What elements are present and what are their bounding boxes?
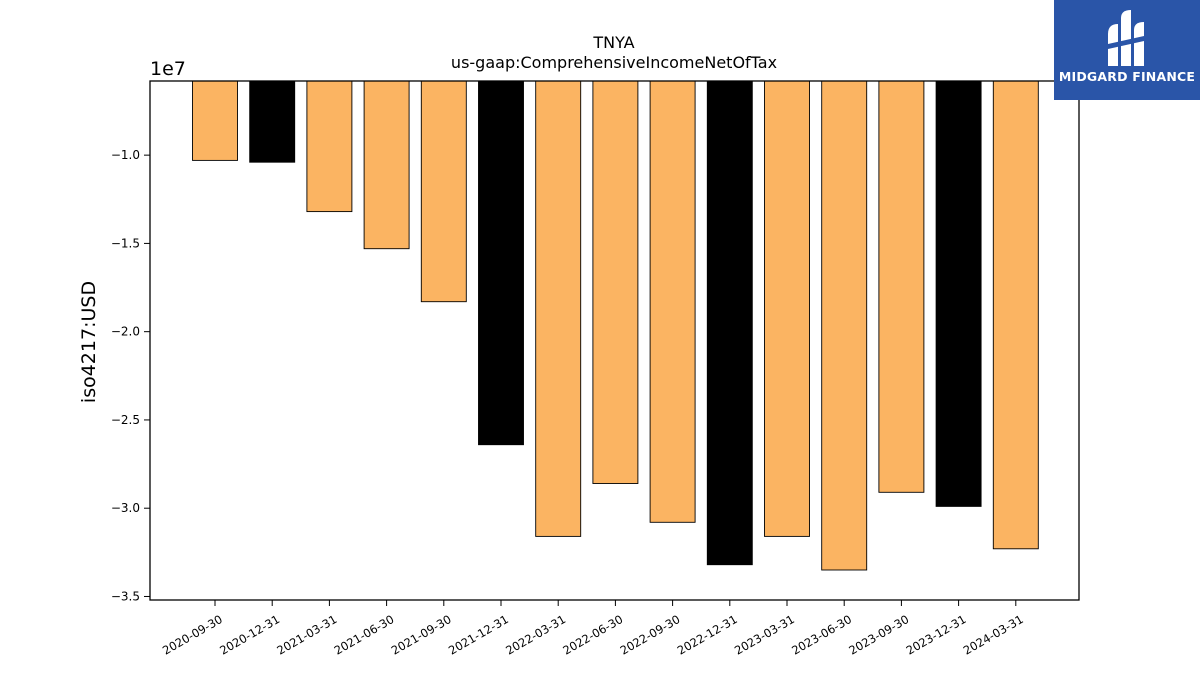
y-tick-label: −3.5: [111, 589, 140, 603]
bars-group: [192, 80, 1039, 571]
logo-text: MIDGARD FINANCE: [1058, 69, 1196, 84]
bar-2023-12-31: [935, 80, 982, 507]
bar-2022-06-30: [592, 80, 639, 484]
x-tick-label: 2020-12-31: [217, 612, 282, 658]
x-tick-label: 2022-03-31: [503, 612, 568, 658]
bar-2020-12-31: [249, 80, 296, 163]
bar-2021-03-31: [306, 80, 353, 213]
y-tick-label: −2.0: [111, 325, 140, 339]
x-tick-label: 2021-09-30: [389, 612, 454, 658]
bar-2023-03-31: [764, 80, 810, 537]
bar-2022-09-30: [649, 80, 696, 523]
x-tick-label: 2023-03-31: [732, 612, 797, 658]
y-tick-label: −3.0: [111, 501, 140, 515]
bar-2020-09-30: [192, 80, 238, 161]
midgard-logo-icon: [1108, 10, 1144, 66]
chart-subtitle: us-gaap:ComprehensiveIncomeNetOfTax: [451, 53, 777, 72]
midgard-finance-logo: MIDGARD FINANCE: [1054, 0, 1200, 100]
x-tick-label: 2022-09-30: [618, 612, 683, 658]
bar-2021-06-30: [363, 80, 410, 250]
x-tick-label: 2023-12-31: [904, 612, 969, 658]
bar-2022-12-31: [706, 80, 753, 566]
x-axis-ticks: 2020-09-302020-12-312021-03-312021-06-30…: [160, 600, 1026, 658]
bar-2023-09-30: [878, 80, 925, 493]
x-tick-label: 2024-03-31: [961, 612, 1026, 658]
x-tick-label: 2021-06-30: [332, 612, 397, 658]
x-tick-label: 2023-09-30: [846, 612, 911, 658]
bar-2022-03-31: [535, 80, 582, 537]
y-tick-label: −1.5: [111, 236, 140, 250]
x-tick-label: 2021-03-31: [274, 612, 339, 658]
bar-2021-12-31: [478, 80, 524, 446]
x-tick-label: 2022-12-31: [675, 612, 740, 658]
y-axis-offset-label: 1e7: [150, 58, 186, 80]
chart-title: TNYA: [592, 33, 634, 52]
bar-2023-06-30: [821, 80, 868, 571]
y-tick-label: −1.0: [111, 148, 140, 162]
y-tick-label: −2.5: [111, 413, 140, 427]
x-tick-label: 2020-09-30: [160, 612, 225, 658]
x-tick-label: 2022-06-30: [560, 612, 625, 658]
x-tick-label: 2021-12-31: [446, 612, 511, 658]
y-axis-ticks: −1.0 −1.5 −2.0 −2.5 −3.0 −3.5: [111, 148, 150, 603]
plot-frame: [149, 80, 1080, 601]
bar-2024-03-31: [992, 80, 1039, 550]
bar-2021-09-30: [420, 80, 467, 303]
y-axis-label: iso4217:USD: [78, 281, 100, 403]
x-tick-label: 2023-06-30: [789, 612, 854, 658]
